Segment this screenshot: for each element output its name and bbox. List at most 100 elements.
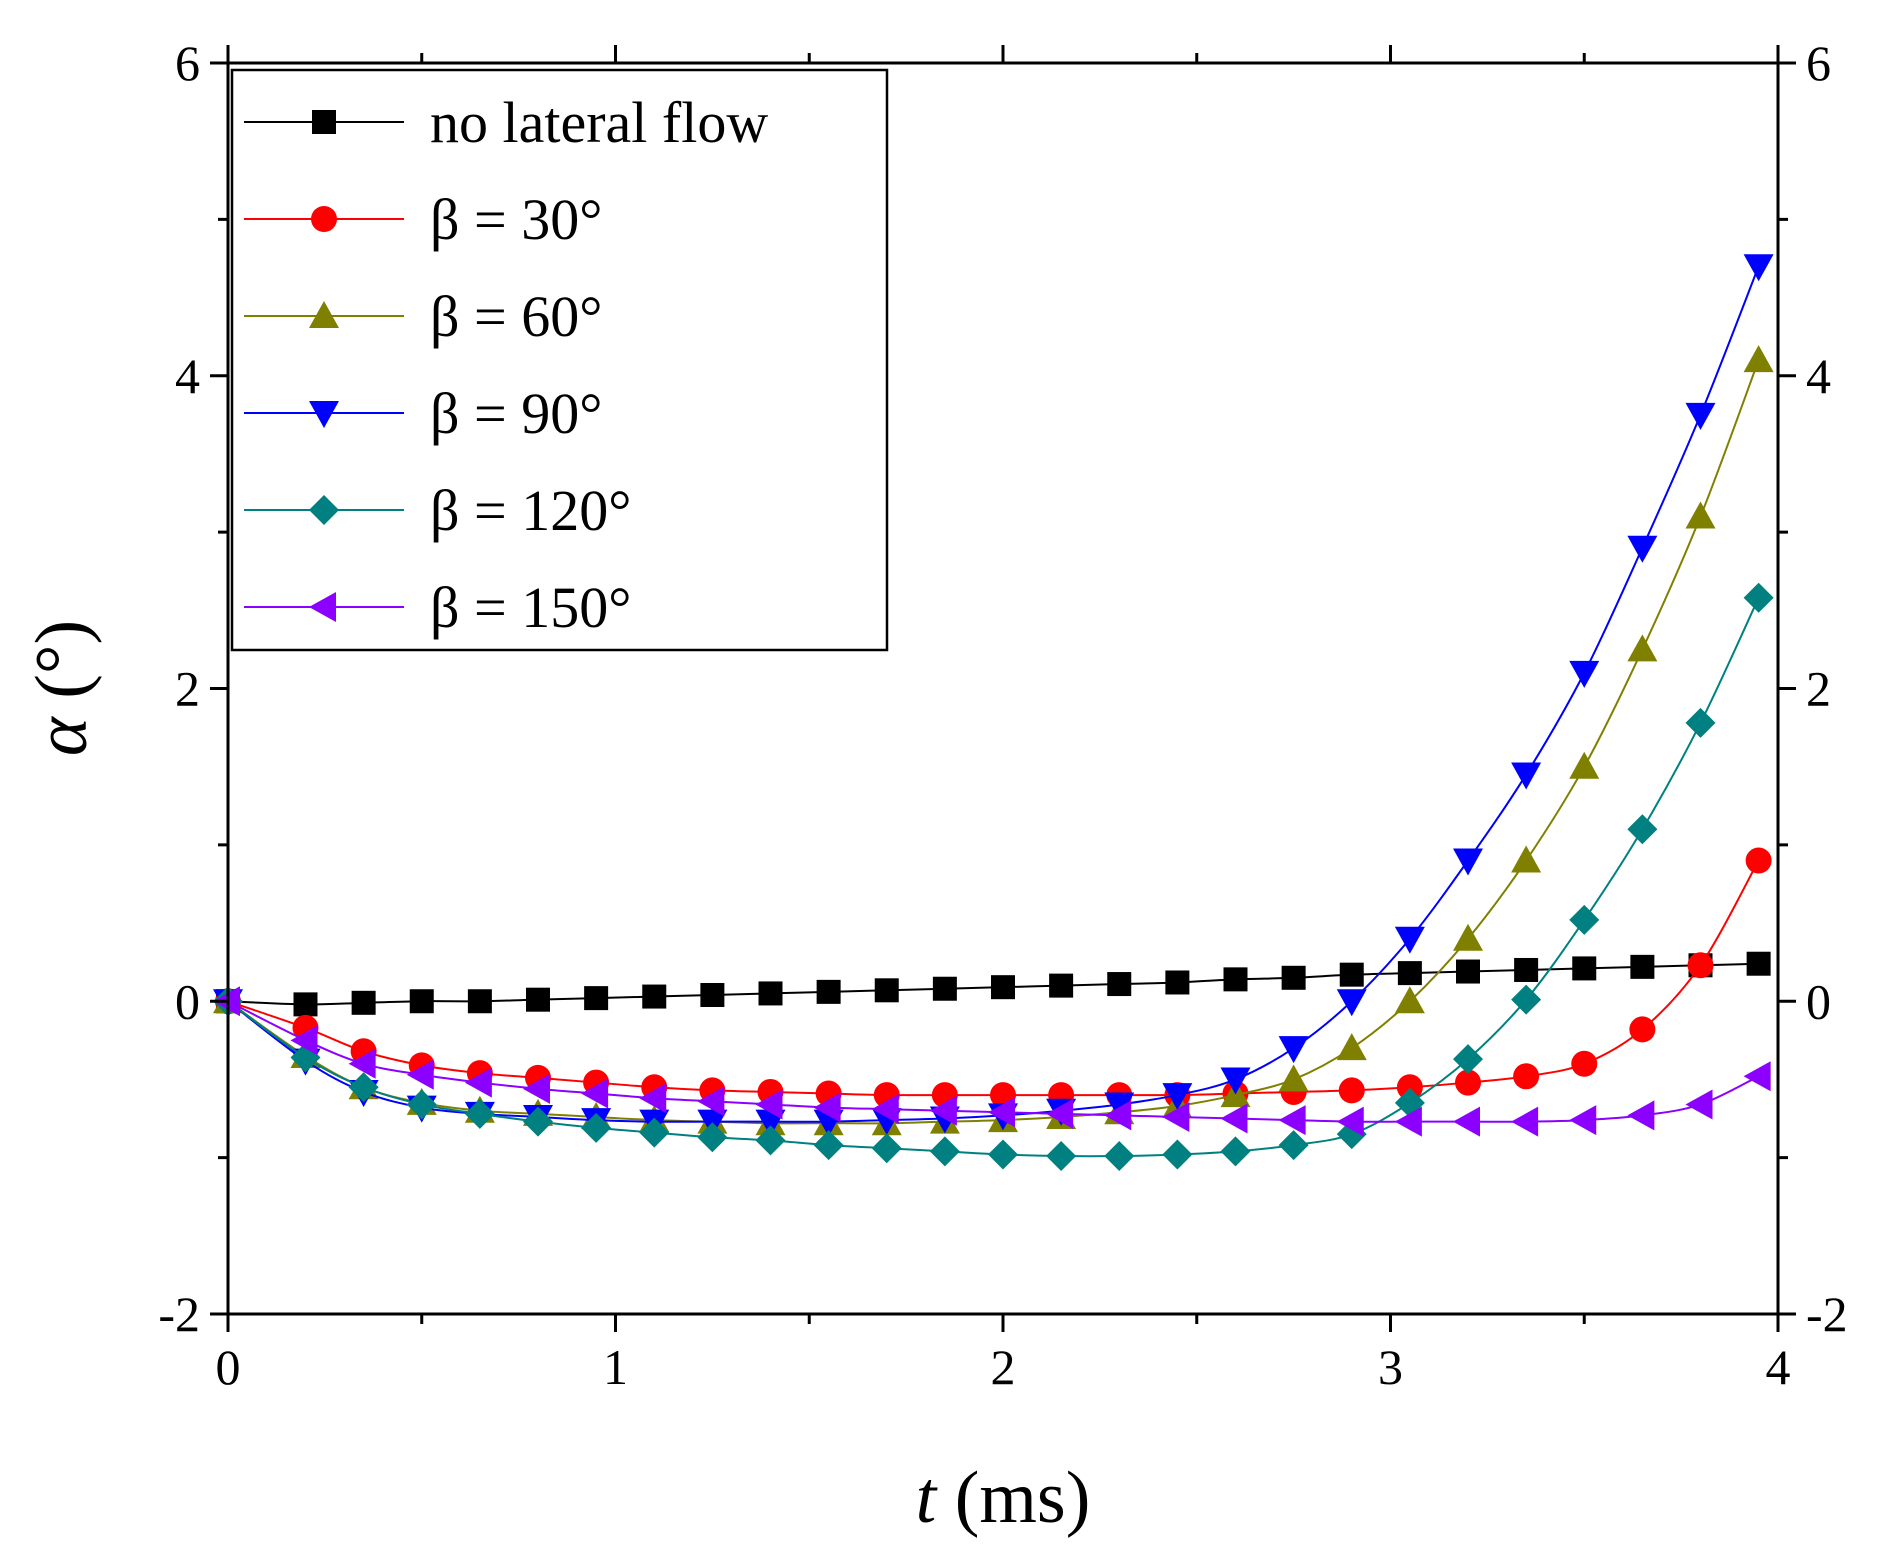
data-point [1339,962,1364,987]
data-point [293,992,318,1017]
data-point [929,1136,960,1167]
y-tick-label: 6 [175,35,200,91]
y-right-tick-label: 0 [1806,973,1831,1029]
legend-item: β = 30° [244,187,602,252]
legend-label: no lateral flow [430,90,768,155]
data-point [1165,970,1190,995]
legend-label: β = 60° [430,284,602,349]
legend-box [230,68,889,652]
data-point [406,1059,434,1090]
data-point [697,1122,728,1153]
y-axis-symbol: α [21,715,103,756]
data-point [1627,634,1658,662]
data-point [1394,1106,1422,1137]
data-point [1049,973,1074,998]
data-point [700,982,725,1007]
data-point [351,990,376,1015]
data-point [1685,1089,1713,1120]
data-point [755,1089,783,1120]
y-right-tick-label: 4 [1806,348,1831,404]
data-point [1162,1083,1193,1111]
data-point [1569,1105,1597,1136]
data-point [1336,989,1367,1017]
legend-marker [311,206,337,232]
data-point [526,987,550,1012]
data-point [1687,952,1714,979]
data-point [1627,535,1658,563]
data-point [1685,707,1716,738]
y-right-tick-label: 6 [1806,35,1831,91]
data-point [1336,1106,1364,1137]
legend-marker [309,592,336,622]
data-point [639,1117,670,1148]
y-tick-label: 0 [175,973,200,1029]
data-point [1453,923,1483,951]
x-tick-label: 1 [603,1339,628,1395]
data-point [1569,751,1600,779]
legend-label: β = 120° [430,478,631,543]
legend-marker [309,301,339,328]
data-point [1569,904,1600,935]
x-tick-label: 4 [1766,1339,1791,1395]
data-point [1104,1100,1132,1131]
y-tick-label: 2 [175,661,200,717]
x-tick-label: 0 [216,1339,241,1395]
data-point [348,1072,379,1103]
x-axis-symbol: t [916,1457,939,1539]
data-point [1511,845,1542,873]
legend-item: β = 150° [244,575,631,640]
y-axis-title: α (°) [21,620,103,756]
data-point [755,1125,786,1156]
data-point [290,1025,318,1056]
data-point [1627,1100,1655,1131]
data-point [1743,254,1774,282]
data-point [1394,986,1425,1014]
series-5 [213,986,1771,1137]
legend-item: β = 60° [244,284,602,349]
legend: no lateral flow β = 30° β = 60° β = 90° β = … [230,68,889,652]
data-point [1746,951,1771,976]
data-point [1394,926,1425,954]
data-point [988,1097,1015,1128]
data-point [1511,1106,1539,1137]
data-point [1629,1016,1656,1043]
legend-label: β = 30° [430,187,602,252]
data-point [1743,582,1774,613]
data-point [464,1067,492,1098]
data-point [1046,1098,1074,1129]
data-point [816,979,841,1004]
x-tick-label: 3 [1378,1339,1403,1395]
data-point [1630,954,1655,979]
data-point [1223,967,1248,992]
data-point [1453,848,1483,876]
data-point [1572,956,1597,981]
ticks-layer: 0 1 2 3 4 -2 -2 0 0 2 2 4 4 6 6 [158,35,1847,1395]
data-point [1278,1130,1309,1161]
data-point [523,1106,553,1137]
data-point [1453,1106,1480,1137]
legend-label: β = 150° [430,575,631,640]
data-point [348,1048,376,1079]
data-point [871,1094,899,1125]
data-point [642,984,667,1009]
legend-marker [309,495,339,525]
data-point [1107,972,1132,997]
data-point [467,989,492,1014]
data-point [1511,984,1542,1015]
data-point [991,975,1015,1000]
data-point [697,1086,725,1117]
data-point [1743,345,1774,373]
data-point [932,976,957,1001]
data-point [406,1089,437,1120]
data-point [1162,1101,1190,1132]
data-point [1220,1103,1248,1134]
data-point [639,1083,667,1114]
data-point [1453,1044,1483,1075]
data-point [1743,1061,1771,1092]
legend-marker [309,401,339,428]
y-tick-label: -2 [158,1286,200,1342]
data-point [1456,959,1480,984]
data-point [813,1130,844,1161]
data-point [581,1078,609,1109]
